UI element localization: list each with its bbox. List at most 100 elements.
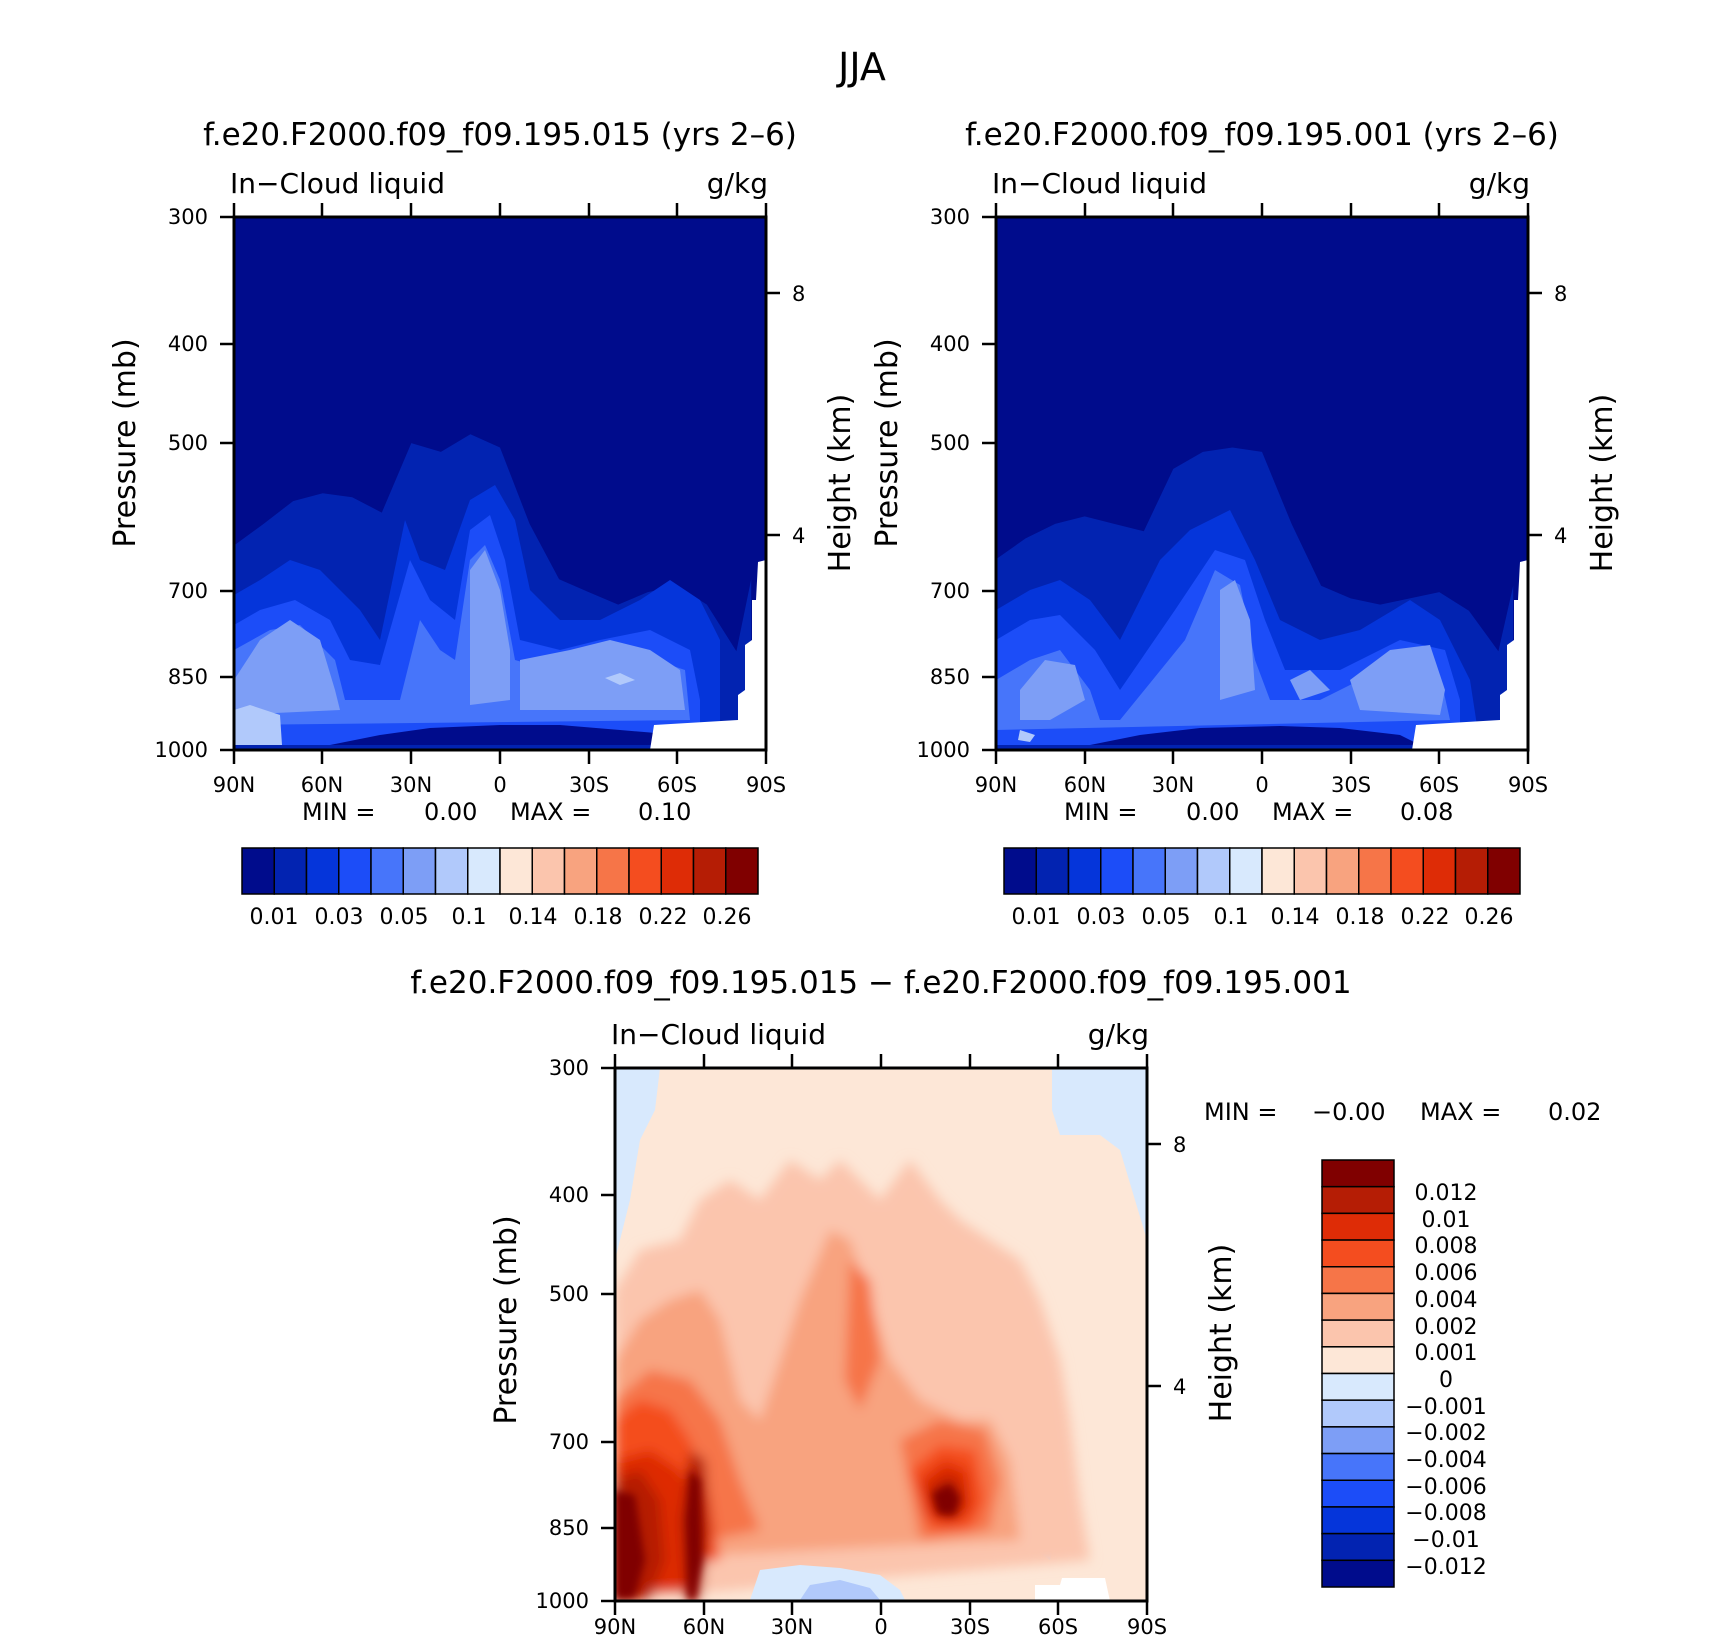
panel-1-max-value: 0.10: [638, 798, 691, 826]
panel-3-colorbar-label: 0.006: [1415, 1261, 1478, 1286]
panel-3-colorbar-label: −0.012: [1405, 1555, 1486, 1580]
panel-2-missing-terrain: [1412, 560, 1528, 750]
panel-3-y-tick-label: 500: [549, 1282, 589, 1306]
colorbar-swatch: [1067, 847, 1102, 895]
colorbar-swatch: [1321, 1532, 1395, 1562]
panel-2-min-label: MIN =: [1064, 798, 1137, 826]
colorbar-swatch: [1261, 847, 1295, 895]
panel-3-colorbar-label: −0.001: [1405, 1395, 1486, 1420]
colorbar-swatch: [305, 847, 340, 895]
panel-1-y-tick-label: 1000: [155, 738, 208, 762]
colorbar-swatch: [1196, 847, 1231, 895]
panel-3-contour-max-center: [932, 1484, 960, 1515]
colorbar-swatch: [1321, 1266, 1395, 1295]
colorbar-swatch: [1321, 1506, 1395, 1535]
panel-2-x-tick-label: 30S: [1331, 773, 1371, 797]
colorbar-swatch: [1100, 847, 1134, 895]
panel-3-x-tick-label: 30S: [950, 1615, 990, 1636]
panel-2-x-tick-label: 60S: [1419, 773, 1459, 797]
colorbar-swatch: [628, 847, 662, 895]
panel-2-colorbar-label: 0.01: [1012, 905, 1061, 930]
panel-3-plot-area: [615, 1068, 1147, 1601]
panel-1-colorbar-label: 0.22: [639, 905, 688, 930]
colorbar-swatch: [1422, 847, 1457, 895]
panel-3-y-tick-label: 400: [549, 1183, 589, 1207]
panel-3-max-label: MAX =: [1420, 1098, 1501, 1126]
panel-3-y-axis-label: Pressure (mb): [489, 1215, 524, 1424]
panel-3-y2-tick-label: 8: [1173, 1133, 1186, 1157]
colorbar-swatch: [563, 847, 598, 895]
panel-1-colorbar-label: 0.26: [703, 905, 752, 930]
panel-1-colorbar-label: 0.1: [452, 905, 487, 930]
panel-2-colorbar-label: 0.22: [1401, 905, 1450, 930]
panel-2-y-tick-label: 700: [930, 579, 970, 603]
colorbar-swatch: [531, 847, 566, 895]
panel-3-y-tick-label: 300: [549, 1056, 589, 1080]
colorbar-swatch: [499, 847, 533, 895]
panel-2-axis-ticks: [982, 203, 1542, 764]
panel-3-axis-ticks: [601, 1054, 1161, 1615]
panel-2-y-tick-label: 1000: [917, 738, 970, 762]
colorbar-swatch: [1325, 847, 1360, 895]
panel-1-missing-terrain: [650, 560, 766, 750]
panel-2-y-tick-label: 400: [930, 332, 970, 356]
panel-3-right-label: g/kg: [1088, 1018, 1149, 1051]
colorbar-swatch: [1390, 847, 1424, 895]
panel-1-y2-tick-label: 8: [792, 282, 805, 306]
panel-1-x-tick-label: 90S: [746, 773, 786, 797]
panel-2-colorbar-label: 0.18: [1336, 905, 1385, 930]
panel-2-max-label: MAX =: [1272, 798, 1353, 826]
panel-3-colorbar-label: 0: [1439, 1368, 1453, 1393]
panel-1-colorbar-label: 0.18: [574, 905, 623, 930]
panel-3-y2-tick-label: 4: [1173, 1375, 1186, 1399]
panel-1-y-tick-label: 700: [168, 579, 208, 603]
colorbar-swatch: [1035, 847, 1070, 895]
colorbar-swatch: [1321, 1292, 1395, 1321]
panel-2-x-tick-label: 90S: [1508, 773, 1548, 797]
colorbar-swatch: [1321, 1239, 1395, 1268]
colorbar-swatch: [1321, 1346, 1395, 1375]
panel-1-surface-band: [330, 725, 700, 745]
colorbar-swatch: [1293, 847, 1328, 895]
panel-2-contour-light: [1020, 580, 1445, 720]
panel-1-y-tick-label: 400: [168, 332, 208, 356]
colorbar-swatch: [434, 847, 469, 895]
panel-3-upper-negative-right: [1052, 1068, 1147, 1240]
colorbar-swatch: [273, 847, 308, 895]
panel-2-surface-band: [1090, 726, 1420, 745]
colorbar-swatch: [596, 847, 630, 895]
panel-3-colorbar-label: −0.01: [1412, 1528, 1479, 1553]
colorbar-swatch: [402, 847, 437, 895]
colorbar-swatch: [1321, 1479, 1395, 1508]
panel-3-left-label: In−Cloud liquid: [611, 1018, 826, 1051]
colorbar-swatch: [692, 847, 727, 895]
colorbar-swatch: [1321, 1399, 1395, 1428]
panel-3-colorbar-label: 0.004: [1415, 1288, 1478, 1313]
panel-2: f.e20.F2000.f09_f09.195.001 (yrs 2–6) In…: [870, 117, 1620, 930]
panel-1-y-axis-label: Pressure (mb): [108, 338, 143, 547]
panel-1-y-tick-label: 850: [168, 665, 208, 689]
panel-3-colorbar-label: −0.006: [1405, 1475, 1486, 1500]
colorbar-swatch: [1164, 847, 1199, 895]
panel-3-x-tick-label: 30N: [771, 1615, 813, 1636]
panel-3-contour-positive-strong: [615, 1260, 1000, 1560]
panel-1-x-tick-label: 60S: [657, 773, 697, 797]
panel-3-colorbar-label: −0.002: [1405, 1421, 1486, 1446]
panel-2-contour-lightest: [1018, 730, 1035, 742]
panel-2-y-axis-label: Pressure (mb): [870, 338, 905, 547]
colorbar-swatch: [1454, 847, 1489, 895]
panel-2-colorbar: [1003, 847, 1521, 895]
panel-1-plot-area: [234, 217, 766, 750]
panel-3-colorbar-label: 0.008: [1415, 1234, 1478, 1259]
panel-3-title: f.e20.F2000.f09_f09.195.015 − f.e20.F200…: [410, 965, 1351, 1001]
panel-3-y-tick-label: 850: [549, 1516, 589, 1540]
panel-1-colorbar-label: 0.03: [315, 905, 364, 930]
panel-3-colorbar-label: −0.004: [1405, 1448, 1486, 1473]
panel-3-colorbar-label: 0.01: [1422, 1208, 1471, 1233]
panel-2-plot-area: [996, 217, 1528, 750]
colorbar-swatch: [1321, 1426, 1395, 1455]
panel-2-y-tick-label: 300: [930, 205, 970, 229]
colorbar-swatch: [338, 847, 372, 895]
panel-2-y2-tick-label: 8: [1554, 282, 1567, 306]
panel-3-x-tick-label: 90N: [594, 1615, 636, 1636]
